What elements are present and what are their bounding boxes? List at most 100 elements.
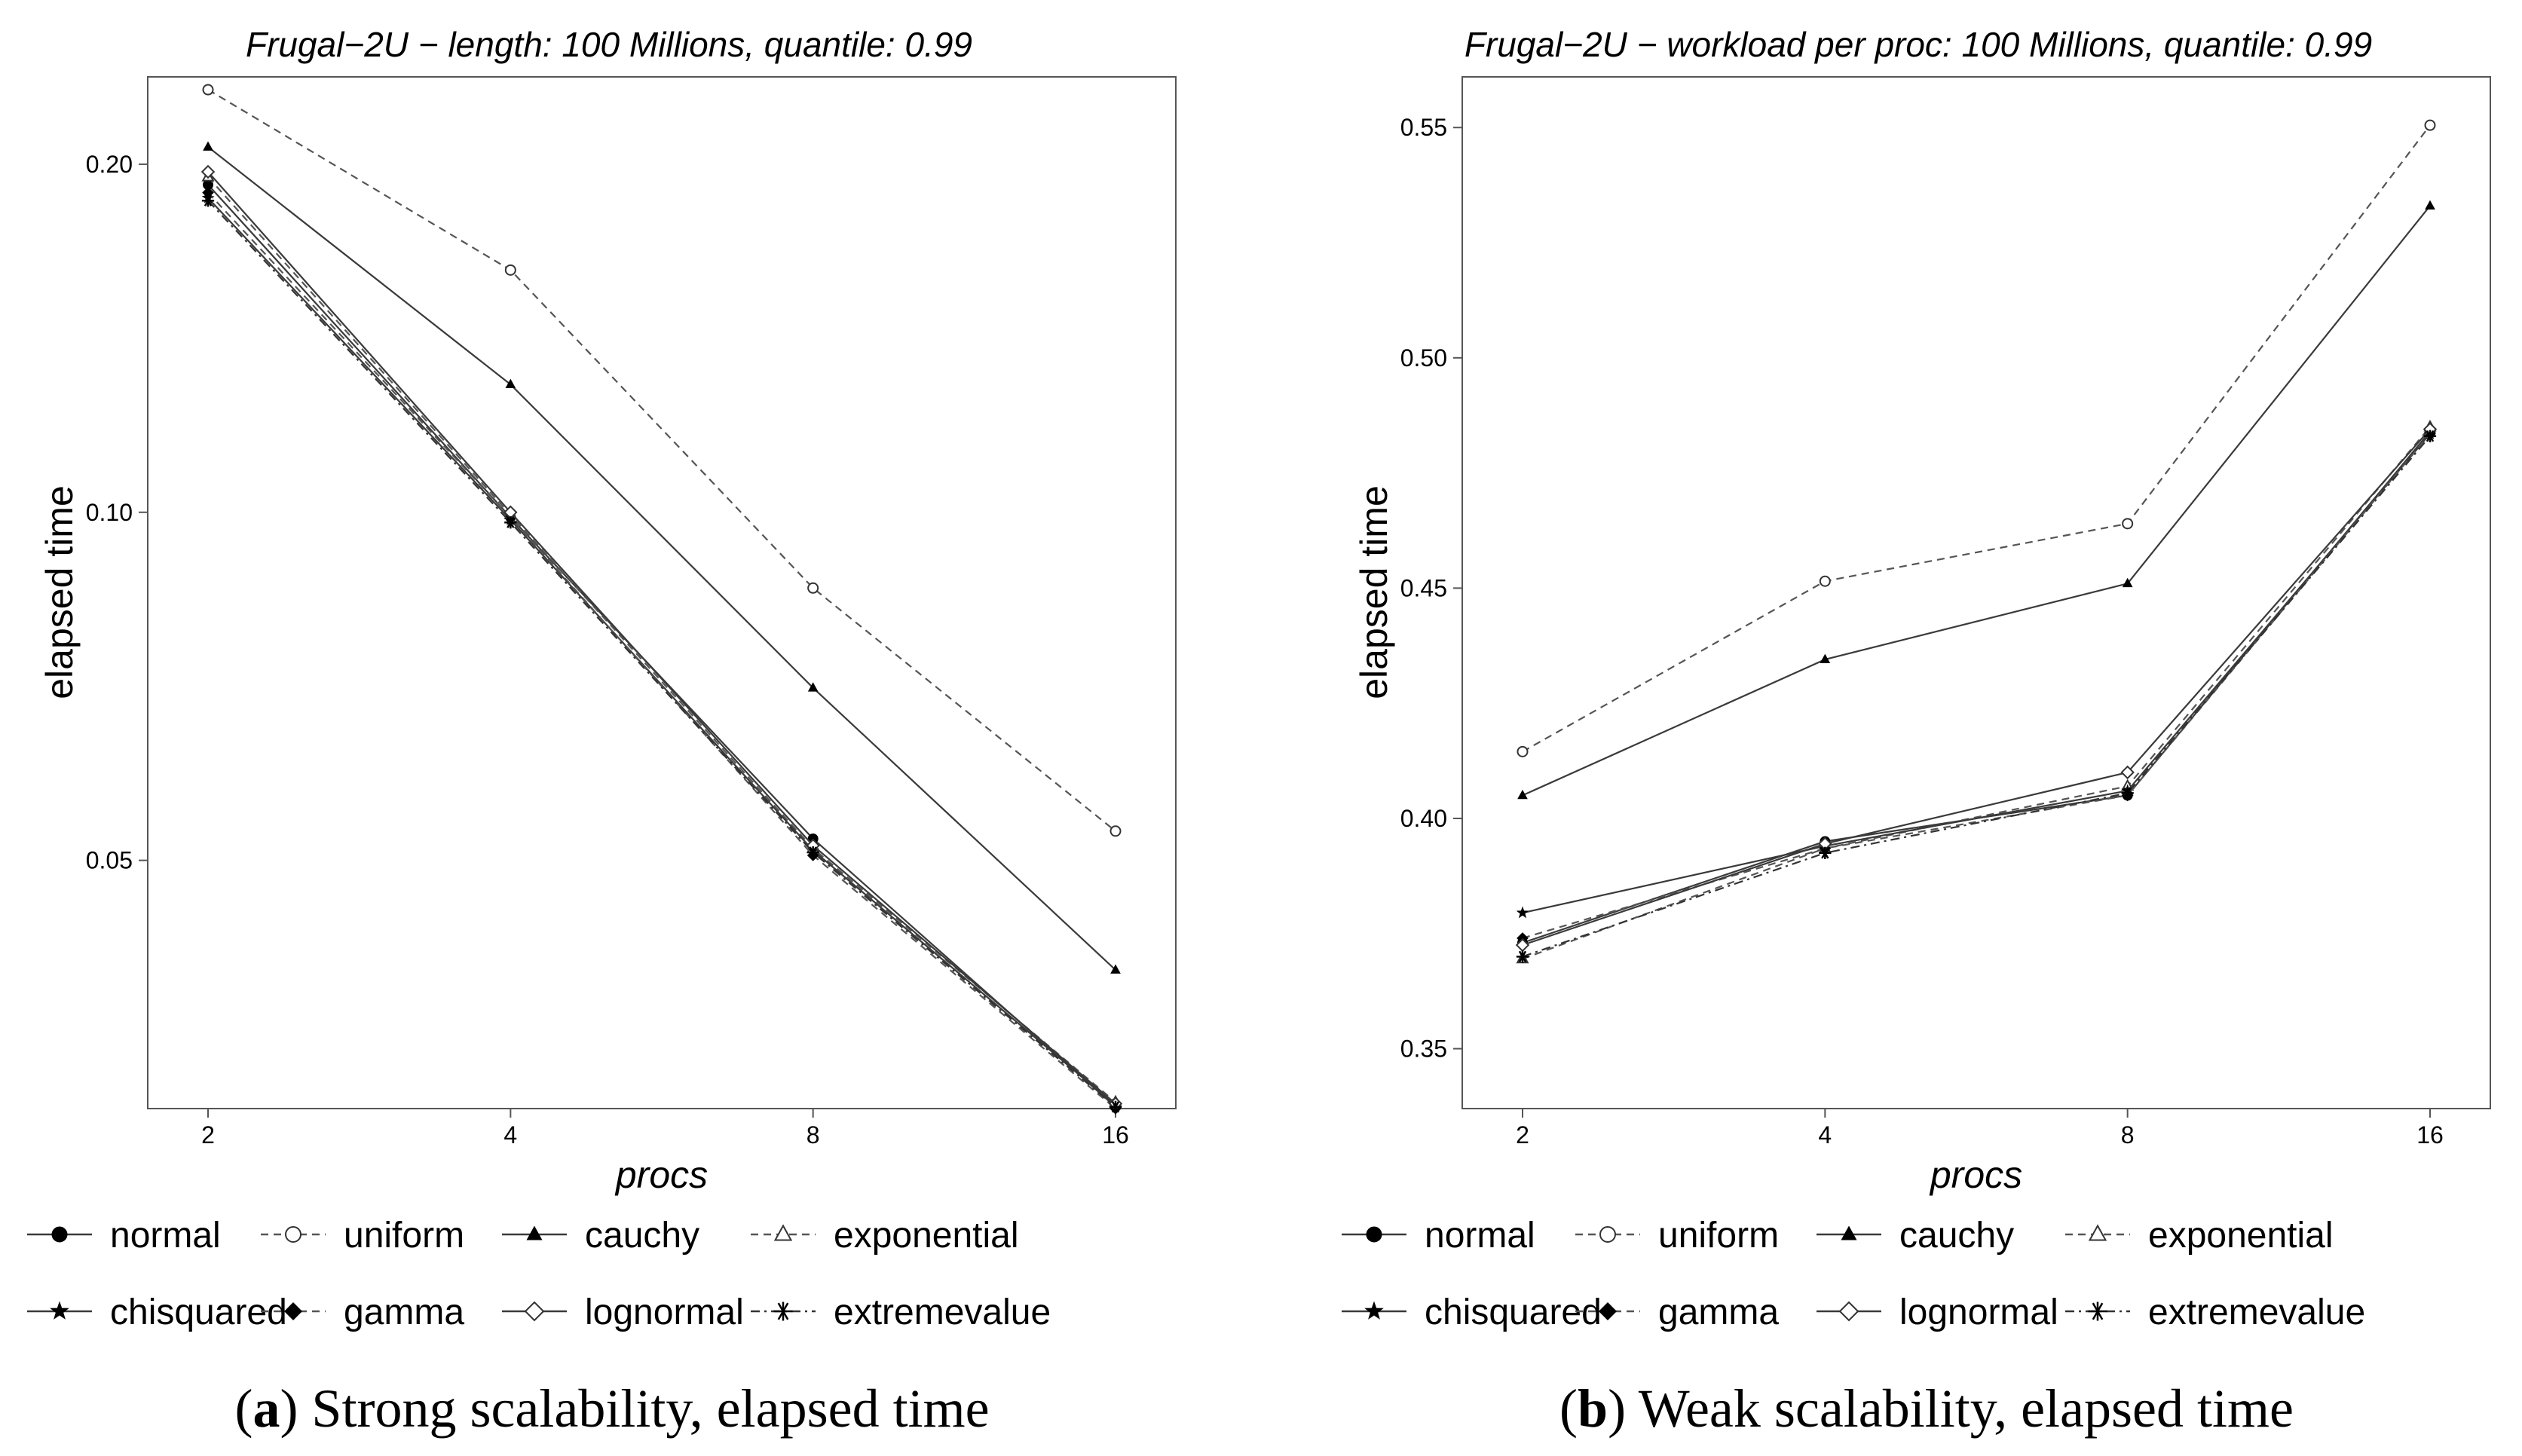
legend-item-gamma: gamma [261, 1292, 464, 1332]
legend-item-cauchy: cauchy [502, 1216, 699, 1256]
x-tick-label: 4 [1818, 1121, 1832, 1149]
legend-item-uniform: uniform [261, 1216, 464, 1256]
caption: (a) Strong scalability, elapsed time [234, 1378, 989, 1439]
series-line-normal [1522, 430, 2431, 944]
legend-marker [285, 1226, 301, 1243]
legend-item-lognormal: lognormal [502, 1292, 744, 1332]
point-extremevalue [2121, 787, 2134, 800]
point-uniform [2122, 518, 2134, 530]
y-tick-label: 0.45 [1400, 574, 1447, 601]
legend-marker [524, 1301, 545, 1322]
y-tick-label: 0.50 [1400, 344, 1447, 372]
legend-marker [1599, 1302, 1617, 1320]
legend-item-chisquared: chisquared [1342, 1292, 1602, 1332]
x-axis-label: procs [614, 1154, 708, 1196]
point-extremevalue [2423, 430, 2437, 442]
series-line-extremevalue [1522, 435, 2431, 958]
y-tick-label: 0.10 [86, 499, 133, 526]
point-lognormal [200, 164, 216, 179]
legend-label: uniform [344, 1216, 464, 1256]
series-line-chisquared [1522, 433, 2431, 914]
x-tick-label: 16 [2416, 1121, 2444, 1149]
legend-label: lognormal [1899, 1292, 2058, 1332]
legend-marker [1364, 1301, 1384, 1320]
legend-label: chisquared [1425, 1292, 1602, 1332]
series-uniform [202, 84, 1122, 837]
point-uniform [807, 582, 819, 594]
series-layer [1515, 119, 2438, 964]
point-cauchy [2122, 577, 2133, 588]
point-extremevalue [1109, 1100, 1122, 1113]
x-tick-label: 2 [1516, 1121, 1529, 1149]
series-line-lognormal [207, 171, 1116, 1105]
series-line-gamma [1522, 433, 2431, 939]
legend-marker [773, 1224, 793, 1241]
panel-weak-scalability: Frugal−2U − workload per proc: 100 Milli… [1342, 25, 2491, 1439]
legend-item-gamma: gamma [1575, 1292, 1779, 1332]
point-extremevalue [1516, 950, 1529, 963]
y-axis: 0.35 0.40 0.45 0.50 0.55 [1400, 114, 1462, 1063]
legend-marker [2088, 1302, 2107, 1321]
x-tick-label: 8 [2121, 1121, 2135, 1149]
point-extremevalue [806, 846, 819, 859]
legend-label: lognormal [585, 1292, 744, 1332]
point-extremevalue [504, 516, 517, 529]
point-uniform [2424, 119, 2436, 131]
point-chisquared [1516, 906, 1529, 919]
panel-strong-scalability: Frugal−2U − length: 100 Millions, quanti… [27, 25, 1177, 1439]
legend-marker [1841, 1225, 1857, 1240]
legend-label: extremevalue [2148, 1292, 2365, 1332]
point-lognormal [2120, 765, 2135, 780]
legend-label: gamma [1658, 1292, 1779, 1332]
legend-label: exponential [834, 1216, 1019, 1256]
series-line-gamma [207, 191, 1116, 1109]
x-axis-label: procs [1929, 1154, 2022, 1196]
legend-item-uniform: uniform [1575, 1216, 1779, 1256]
x-axis: 2 4 8 16 [201, 1109, 1129, 1149]
point-cauchy [2425, 200, 2435, 210]
y-axis: 0.05 0.10 0.20 [86, 151, 148, 874]
legend-item-extremevalue: extremevalue [751, 1292, 1051, 1332]
series-cauchy [203, 141, 1121, 974]
y-axis-label: elapsed time [1353, 485, 1395, 699]
legend-marker [773, 1302, 793, 1321]
point-gamma [202, 186, 214, 199]
point-extremevalue [201, 194, 215, 207]
legend-label: chisquared [110, 1292, 287, 1332]
legend-marker [1838, 1301, 1859, 1322]
series-line-cauchy [207, 146, 1116, 971]
point-uniform [202, 84, 214, 96]
legend-marker [526, 1225, 543, 1240]
legend-label: exponential [2148, 1216, 2334, 1256]
legend-marker [51, 1226, 68, 1243]
legend-label: gamma [344, 1292, 464, 1332]
series-exponential [1516, 419, 2437, 964]
x-axis: 2 4 8 16 [1516, 1109, 2444, 1149]
series-line-extremevalue [207, 200, 1116, 1108]
series-line-uniform [1522, 124, 2431, 753]
legend-item-normal: normal [1342, 1216, 1535, 1256]
point-uniform [1109, 825, 1122, 837]
legend-label: uniform [1658, 1216, 1779, 1256]
point-cauchy [1820, 653, 1831, 663]
series-uniform [1517, 119, 2436, 757]
series-extremevalue [201, 194, 1122, 1113]
series-line-normal [207, 184, 1116, 1108]
legend-item-exponential: exponential [2065, 1216, 2334, 1256]
point-cauchy [203, 141, 213, 151]
series-extremevalue [1516, 430, 2437, 963]
y-tick-label: 0.20 [86, 151, 133, 178]
caption: (b) Weak scalability, elapsed time [1559, 1378, 2294, 1439]
legend-item-extremevalue: extremevalue [2065, 1292, 2365, 1332]
series-chisquared [1516, 427, 2437, 919]
series-gamma [1517, 427, 2436, 944]
y-tick-label: 0.05 [86, 847, 133, 874]
point-uniform [1517, 745, 1529, 757]
x-tick-label: 8 [806, 1121, 820, 1149]
point-cauchy [505, 378, 516, 388]
plot-frame [147, 76, 1177, 1109]
legend-item-normal: normal [27, 1216, 221, 1256]
x-tick-label: 16 [1102, 1121, 1129, 1149]
point-cauchy [1110, 964, 1121, 974]
